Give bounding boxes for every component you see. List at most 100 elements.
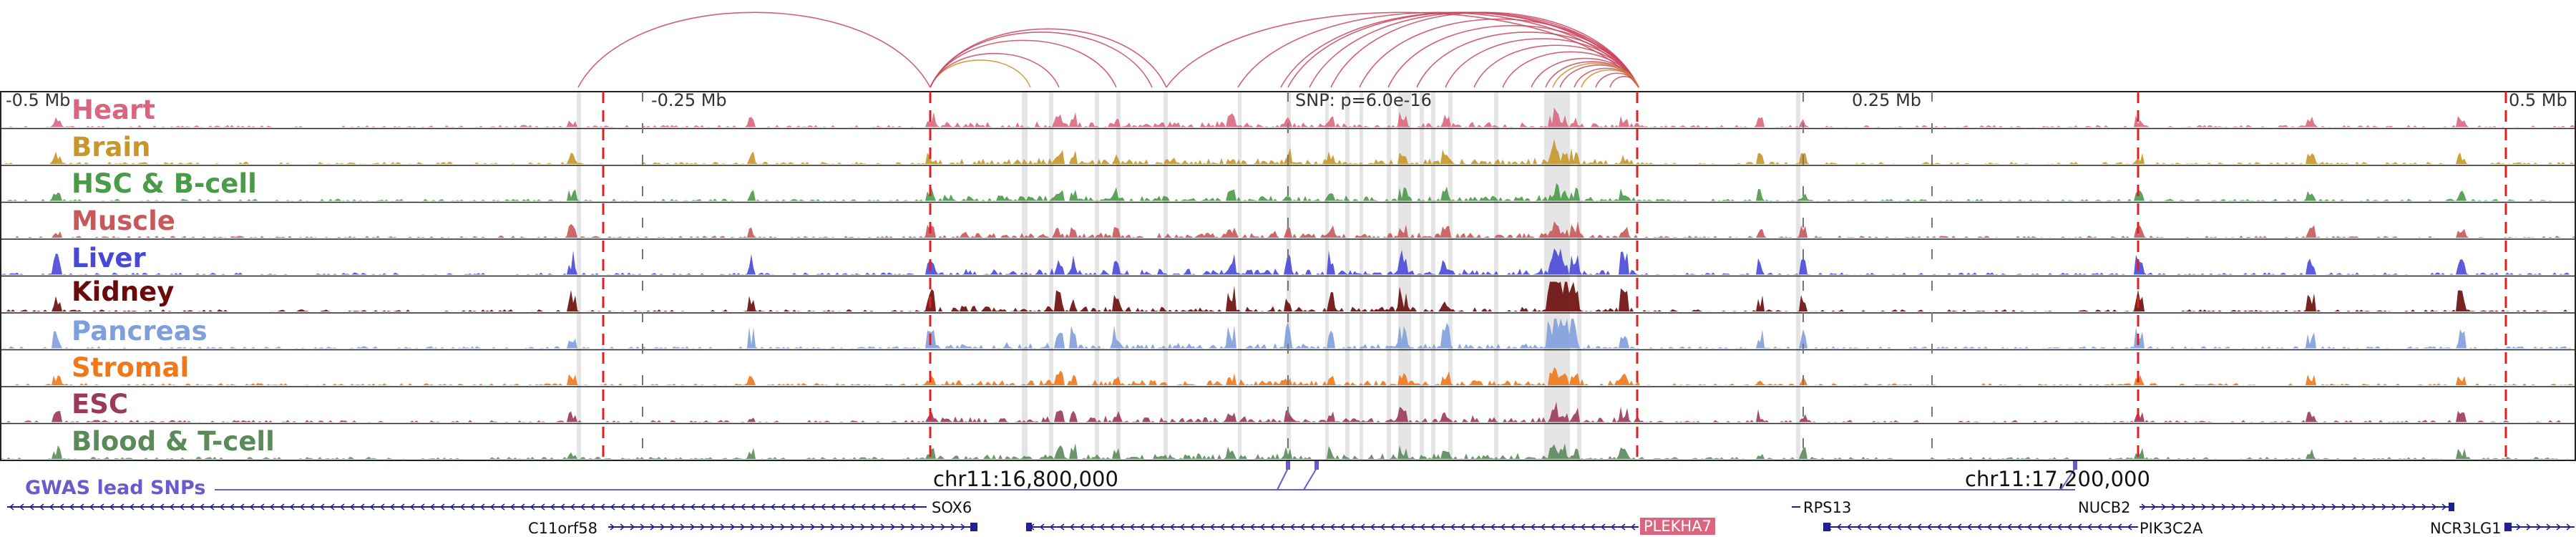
gene-sox6-arrow — [419, 503, 425, 511]
gene-sox6-arrow — [519, 503, 525, 511]
gene-plekha7-arrow — [1630, 523, 1636, 531]
gene-pik3c2a-arrow — [1876, 523, 1882, 531]
gene-plekha7-arrow — [1600, 523, 1606, 531]
gene-sox6-arrow — [209, 503, 215, 511]
gene-nucb2-arrow — [2191, 503, 2197, 511]
gene-sox6-arrow — [790, 503, 796, 511]
scale-label-left: -0.5 Mb — [6, 90, 71, 110]
gene-sox6-arrow — [760, 503, 766, 511]
gene-sox6-arrow — [720, 503, 726, 511]
gene-sox6-arrow — [429, 503, 435, 511]
gene-nucb2-arrow — [2151, 503, 2157, 511]
gene-plekha7-arrow — [1229, 523, 1235, 531]
gene-pik3c2a-arrow — [1906, 523, 1912, 531]
snp-pvalue-label: SNP: p=6.0e-16 — [1295, 90, 1432, 110]
gene-pik3c2a-arrow — [1956, 523, 1962, 531]
gene-sox6-arrow — [339, 503, 345, 511]
gene-sox6-arrow — [389, 503, 395, 511]
gene-plekha7-arrow — [1510, 523, 1516, 531]
gene-c11orf58-arrow — [810, 523, 816, 531]
loop-arc-0 — [577, 11, 931, 88]
gene-pik3c2a-arrow — [1896, 523, 1902, 531]
gene-sox6-arrow — [119, 503, 125, 511]
gene-label-sox6: SOX6 — [932, 499, 972, 516]
signal-track-2 — [0, 183, 2575, 201]
gene-plekha7-arrow — [1039, 523, 1045, 531]
gene-plekha7-arrow — [1520, 523, 1526, 531]
gene-plekha7-arrow — [1430, 523, 1435, 531]
gene-c11orf58-arrow — [840, 523, 846, 531]
gene-nucb2-arrow — [2311, 503, 2317, 511]
gene-sox6-arrow — [600, 503, 605, 511]
gene-sox6-arrow — [489, 503, 495, 511]
gene-plekha7-arrow — [1219, 523, 1225, 531]
gene-sox6-arrow — [700, 503, 706, 511]
gene-pik3c2a-arrow — [2016, 523, 2022, 531]
gene-nucb2-arrow — [2341, 503, 2347, 511]
gene-nucb2-arrow — [2321, 503, 2327, 511]
gene-pik3c2a-arrow — [1836, 523, 1842, 531]
gene-sox6-arrow — [69, 503, 74, 511]
loop-arc-8 — [1280, 11, 1639, 88]
gene-nucb2-arrow — [2371, 503, 2377, 511]
gene-sox6-arrow — [550, 503, 555, 511]
gene-sox6-arrow — [259, 503, 265, 511]
gene-sox6-arrow — [109, 503, 114, 511]
gene-sox6-arrow — [900, 503, 906, 511]
gene-c11orf58-arrow — [680, 523, 686, 531]
gene-plekha7-arrow — [1149, 523, 1155, 531]
gene-c11orf58-arrow — [660, 523, 665, 531]
gene-sox6-arrow — [800, 503, 806, 511]
chromatin-loop-arcs — [577, 11, 1639, 88]
gene-sox6-arrow — [19, 503, 24, 511]
gene-pik3c2a-arrow — [2097, 523, 2102, 531]
gene-nucb2-arrow — [2351, 503, 2357, 511]
gene-nucb2-arrow — [2331, 503, 2337, 511]
gene-pik3c2a-arrow — [2036, 523, 2042, 531]
gene-sox6-arrow — [129, 503, 135, 511]
gene-c11orf58-arrow — [930, 523, 936, 531]
gene-sox6-arrow — [740, 503, 746, 511]
track-label-brain: Brain — [72, 132, 151, 163]
gene-plekha7-arrow — [1370, 523, 1375, 531]
gene-nucb2-arrow — [2281, 503, 2287, 511]
gwas-snp-1 — [1314, 461, 1319, 470]
gene-plekha7-arrow — [1540, 523, 1546, 531]
gene-sox6 — [7, 503, 927, 511]
gene-c11orf58-arrow — [770, 523, 776, 531]
gene-sox6-arrow — [580, 503, 585, 511]
gene-nucb2-exon — [2449, 503, 2454, 511]
gene-pik3c2a-arrow — [2057, 523, 2062, 531]
gene-c11orf58-arrow — [960, 523, 966, 531]
gene-pik3c2a-arrow — [2117, 523, 2122, 531]
gene-label-rps13: RPS13 — [1803, 499, 1852, 516]
gene-nucb2-arrow — [2171, 503, 2177, 511]
gene-sox6-arrow — [239, 503, 245, 511]
gene-pik3c2a-arrow — [1926, 523, 1932, 531]
gene-pik3c2a-arrow — [2087, 523, 2092, 531]
gene-sox6-arrow — [99, 503, 104, 511]
gene-sox6-arrow — [690, 503, 696, 511]
gene-plekha7-arrow — [1420, 523, 1425, 531]
gwas-snp-0 — [1286, 461, 1290, 470]
gene-sox6-arrow — [820, 503, 826, 511]
gene-nucb2-arrow — [2401, 503, 2407, 511]
gene-sox6-arrow — [149, 503, 155, 511]
gene-sox6-arrow — [289, 503, 295, 511]
gene-c11orf58-arrow — [910, 523, 916, 531]
gene-sox6-arrow — [620, 503, 625, 511]
gene-plekha7-arrow — [1590, 523, 1596, 531]
track-label-pancreas: Pancreas — [72, 316, 208, 347]
gene-sox6-arrow — [499, 503, 505, 511]
gwas-snp-2 — [2073, 461, 2077, 470]
gene-pik3c2a-arrow — [1996, 523, 2002, 531]
track-label-blood-t-cell: Blood & T-cell — [72, 426, 275, 457]
gene-plekha7-arrow — [1380, 523, 1385, 531]
gene-sox6-arrow — [219, 503, 225, 511]
gene-plekha7-arrow — [1330, 523, 1335, 531]
gene-sox6-arrow — [650, 503, 655, 511]
gene-c11orf58 — [608, 523, 973, 531]
gene-ncr3lg1-arrow — [2556, 523, 2562, 531]
gene-plekha7-arrow — [1189, 523, 1195, 531]
signal-track-9 — [0, 443, 2575, 459]
